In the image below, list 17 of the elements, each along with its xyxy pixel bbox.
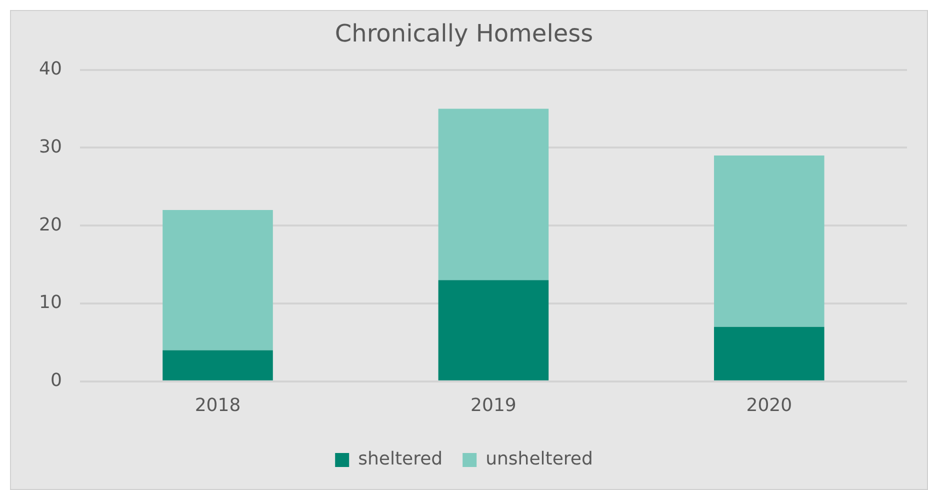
y-tick-label: 10 [39, 292, 62, 314]
bar [438, 280, 549, 380]
chart-title: Chronically Homeless [334, 20, 594, 48]
y-tick-label: 30 [39, 136, 62, 158]
bar [162, 350, 273, 380]
x-tick-label: 2020 [746, 394, 792, 416]
bar [714, 155, 824, 327]
legend-label: sheltered [358, 448, 443, 470]
bar [714, 326, 824, 380]
x-tick-label: 2018 [194, 394, 241, 416]
bar [438, 108, 549, 280]
y-tick-label: 20 [39, 214, 62, 236]
y-tick-label: 40 [39, 58, 62, 80]
bar [162, 210, 273, 350]
x-tick-label: 2019 [470, 394, 516, 416]
y-tick-label: 0 [50, 370, 62, 392]
legend-label: unsheltered [486, 448, 593, 470]
